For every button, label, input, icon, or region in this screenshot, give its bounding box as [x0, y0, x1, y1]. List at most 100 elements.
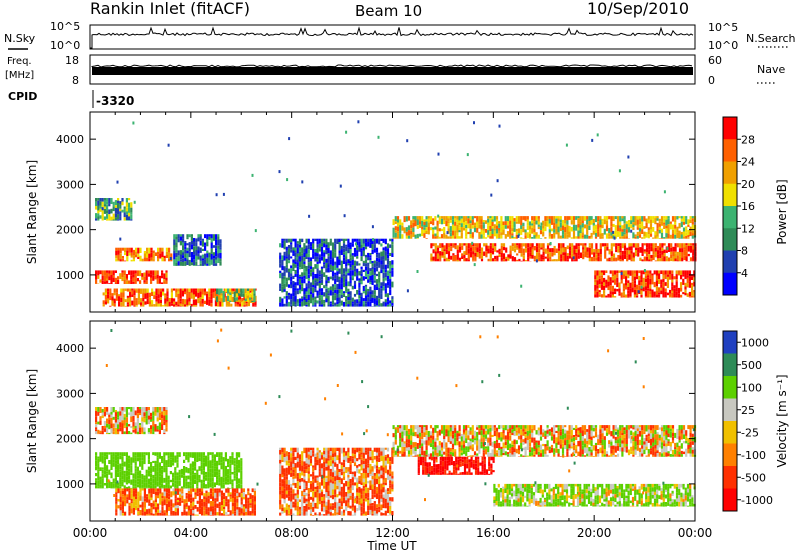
heatmap-cell	[135, 461, 137, 466]
heatmap-cell	[343, 252, 345, 254]
heatmap-cell	[144, 251, 146, 254]
heatmap-cell	[606, 247, 608, 251]
heatmap-cell	[312, 489, 314, 492]
heatmap-cell	[612, 295, 614, 298]
heatmap-cell	[650, 258, 652, 261]
heatmap-cell	[165, 420, 167, 423]
heatmap-cell	[153, 259, 155, 261]
heatmap-cell	[290, 256, 292, 258]
heatmap-cell	[321, 295, 323, 300]
heatmap-cell	[669, 274, 671, 279]
heatmap-cell	[683, 222, 685, 225]
heatmap-cell	[102, 456, 104, 460]
heatmap-cell	[430, 258, 432, 261]
heatmap-cell	[159, 426, 161, 430]
heatmap-cell	[365, 295, 367, 301]
heatmap-cell	[206, 299, 208, 305]
heatmap-cell	[299, 285, 301, 290]
heatmap-cell	[689, 292, 691, 296]
heatmap-cell	[223, 507, 225, 509]
heatmap-cell	[321, 490, 323, 492]
heatmap-cell	[356, 256, 358, 259]
heatmap-cell	[314, 278, 316, 280]
heatmap-cell	[192, 487, 194, 488]
heatmap-cell	[119, 452, 121, 456]
heatmap-cell	[175, 242, 177, 247]
heatmap-cell	[119, 204, 121, 208]
heatmap-cell	[380, 243, 382, 246]
heatmap-cell	[374, 261, 376, 264]
heatmap-cell	[193, 305, 195, 307]
heatmap-cell	[378, 293, 380, 298]
heatmap-cell	[361, 488, 363, 494]
heatmap-cell	[319, 277, 321, 281]
heatmap-cell	[399, 456, 401, 457]
heatmap-cell	[295, 304, 297, 306]
heatmap-cell	[106, 270, 108, 273]
heatmap-cell	[102, 216, 104, 221]
heatmap-cell	[507, 254, 509, 257]
heatmap-cell	[470, 220, 472, 223]
heatmap-cell	[404, 230, 406, 233]
heatmap-cell	[303, 264, 305, 269]
heatmap-cell	[391, 497, 393, 501]
heatmap-cell	[192, 461, 194, 467]
heatmap-cell	[637, 225, 639, 227]
heatmap-cell	[459, 223, 461, 225]
heatmap-cell	[358, 451, 360, 454]
heatmap-cell	[126, 427, 128, 431]
heatmap-cell	[128, 248, 130, 253]
heatmap-cell	[544, 216, 546, 221]
heatmap-cell	[601, 275, 603, 277]
heatmap-cell	[397, 227, 399, 232]
heatmap-cell	[310, 459, 312, 464]
heatmap-cell	[182, 245, 184, 250]
heatmap-cell	[106, 433, 108, 434]
heatmap-cell	[301, 261, 303, 265]
heatmap-cell	[538, 258, 540, 262]
heatmap-cell	[582, 243, 584, 247]
heatmap-cell	[334, 481, 336, 484]
heatmap-cell	[334, 303, 336, 306]
heatmap-cell	[374, 263, 376, 267]
heatmap-cell	[236, 465, 238, 469]
heatmap-cell	[194, 473, 196, 475]
heatmap-cell	[236, 507, 238, 510]
heatmap-cell	[204, 260, 206, 265]
heatmap-cell	[301, 253, 303, 255]
heatmap-cell	[124, 420, 126, 426]
heatmap-cell	[591, 216, 593, 220]
heatmap-cell	[166, 255, 168, 258]
heatmap-cell	[240, 289, 242, 294]
heatmap-cell	[95, 434, 97, 435]
heatmap-cell	[328, 305, 330, 307]
heatmap-cell	[190, 509, 192, 514]
heatmap-cell	[137, 492, 139, 497]
heatmap-cell	[456, 216, 458, 220]
heatmap-cell	[343, 489, 345, 495]
heatmap-cell	[361, 448, 363, 453]
heatmap-cell	[188, 500, 190, 502]
heatmap-cell	[175, 263, 177, 266]
heatmap-cell	[115, 410, 117, 412]
heatmap-cell	[372, 484, 374, 489]
heatmap-cell	[219, 244, 221, 248]
heatmap-cell	[195, 305, 197, 306]
heatmap-cell	[314, 239, 316, 241]
heatmap-cell	[408, 225, 410, 230]
heatmap-cell	[419, 425, 421, 427]
heatmap-cell	[485, 243, 487, 245]
heatmap-cell	[345, 296, 347, 298]
heatmap-cell	[494, 256, 496, 259]
heatmap-cell	[461, 233, 463, 238]
heatmap-cell	[421, 227, 423, 230]
heatmap-cell	[136, 305, 138, 306]
heatmap-cell	[638, 276, 640, 281]
heatmap-cell	[95, 427, 97, 429]
heatmap-cell	[118, 305, 120, 307]
heatmap-cell	[454, 216, 456, 218]
heatmap-cell	[290, 242, 292, 244]
heatmap-cell	[630, 220, 632, 224]
heatmap-cell	[339, 256, 341, 260]
heatmap-cell	[601, 294, 603, 297]
